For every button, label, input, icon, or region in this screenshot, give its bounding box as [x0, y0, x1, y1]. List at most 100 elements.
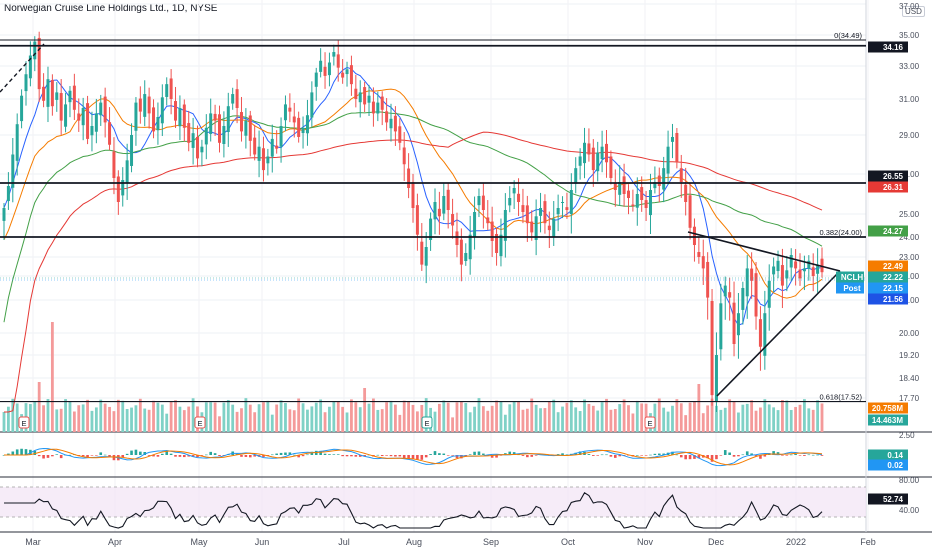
rsi-shaded-band	[0, 487, 866, 517]
candle-body	[723, 285, 727, 297]
price-tick-label: 25.00	[899, 210, 920, 219]
volume-bar	[11, 398, 15, 432]
macd-histogram-bar	[420, 455, 424, 460]
macd-histogram-bar	[635, 455, 639, 456]
candle-body	[319, 60, 323, 72]
macd-tag-text: 0.14	[887, 451, 903, 460]
volume-tag	[868, 414, 908, 426]
candle-body	[468, 234, 472, 260]
macd-histogram-bar	[798, 455, 802, 456]
macd-histogram-bar	[33, 450, 37, 455]
volume-bar	[376, 409, 380, 432]
candle-body	[253, 137, 257, 155]
macd-histogram-bar	[319, 450, 322, 455]
candle-body	[411, 182, 415, 208]
candle-body	[270, 138, 274, 157]
macd-histogram-bar	[737, 455, 740, 457]
candle-body	[530, 221, 534, 233]
macd-histogram-bar	[433, 451, 437, 455]
candle-body	[103, 96, 107, 123]
macd-pane	[2, 447, 824, 467]
candle-body	[816, 264, 820, 274]
macd-histogram-bar	[284, 452, 287, 455]
candle-body	[116, 176, 120, 202]
candle-body	[736, 313, 740, 336]
candle-body	[420, 241, 424, 265]
macd-histogram-bar	[671, 451, 674, 455]
volume-bar	[332, 401, 336, 432]
volume-bar	[446, 402, 450, 432]
candle-body	[6, 186, 10, 202]
macd-histogram-bar	[600, 454, 604, 456]
macd-histogram-bar	[389, 455, 393, 457]
candle-body	[15, 124, 19, 161]
candle-body	[719, 303, 723, 350]
currency-badge[interactable]: USD	[902, 6, 925, 17]
volume-bar	[635, 400, 639, 432]
macd-histogram-bar	[270, 454, 274, 456]
earnings-marker	[18, 416, 30, 429]
macd-histogram-bar	[741, 454, 745, 456]
volume-bar	[90, 410, 94, 432]
candle-body	[310, 92, 314, 118]
macd-histogram-bar	[759, 455, 762, 459]
price-tag	[868, 181, 908, 193]
time-tick-label: Jul	[338, 537, 350, 547]
macd-histogram-bar	[508, 451, 512, 455]
candlesticks	[2, 31, 824, 412]
volume-bar	[745, 403, 749, 432]
macd-histogram-bar	[363, 455, 366, 457]
chart-title: Norwegian Cruise Line Holdings Ltd., 1D,…	[4, 3, 218, 14]
volume-bar	[240, 408, 243, 432]
macd-histogram-bar	[816, 454, 819, 456]
macd-histogram-bar	[605, 454, 608, 456]
macd-histogram-bar	[565, 454, 569, 456]
volume-bar	[174, 400, 177, 432]
candle-body	[758, 319, 762, 347]
price-tag-text: 22.22	[883, 273, 904, 282]
macd-histogram-bar	[618, 455, 621, 457]
volume-bar	[587, 403, 591, 432]
volume-bar	[789, 409, 793, 432]
macd-histogram-bar	[706, 455, 709, 459]
candle-body	[473, 212, 477, 238]
macd-histogram-bar	[169, 453, 173, 455]
volume-bar	[794, 407, 798, 432]
candle-body	[248, 115, 252, 141]
rsi-band	[0, 486, 866, 518]
volume-bar	[222, 402, 226, 432]
macd-histogram-bar	[811, 454, 815, 456]
volume-bar	[248, 404, 252, 432]
candle-body	[398, 126, 402, 143]
macd-histogram-bar	[139, 451, 142, 455]
candle-body	[574, 168, 578, 184]
candle-body	[108, 122, 112, 145]
volume-bar	[512, 401, 516, 432]
macd-histogram-bar	[578, 451, 582, 455]
volume-bar	[495, 400, 498, 432]
macd-histogram-bar	[587, 454, 591, 455]
volume-bar	[33, 401, 37, 432]
volume-bar	[627, 405, 630, 432]
volume-bar	[464, 402, 468, 432]
candle-body	[631, 204, 635, 206]
candle-body	[750, 268, 754, 281]
macd-histogram-bar	[174, 455, 177, 457]
price-tag	[868, 41, 908, 53]
macd-histogram-bar	[653, 453, 657, 455]
macd-histogram-bar	[657, 453, 661, 455]
candle-body	[182, 104, 186, 128]
volume-bar	[785, 400, 789, 432]
macd-histogram-bar	[328, 454, 331, 455]
price-tag-text: 26.55	[883, 172, 904, 181]
macd-histogram-bar	[161, 453, 164, 455]
volume-bar	[231, 404, 235, 432]
macd-histogram-bar	[407, 455, 410, 459]
candle-body	[28, 55, 32, 79]
volume-bar	[666, 411, 670, 432]
candle-body	[547, 225, 551, 231]
volume-bar	[279, 400, 283, 432]
volume-bar	[455, 402, 459, 432]
